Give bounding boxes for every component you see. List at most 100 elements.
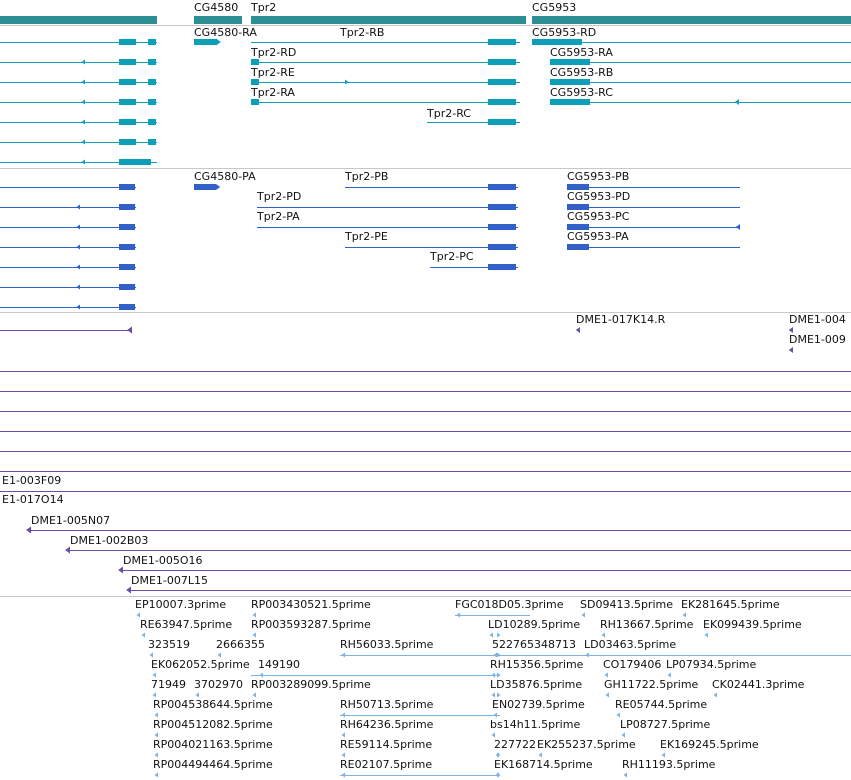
est-arrow[interactable]: [682, 612, 687, 618]
est-arrow[interactable]: [704, 632, 709, 638]
protein-label[interactable]: CG4580-PA: [194, 170, 256, 183]
exon-block[interactable]: [550, 59, 590, 65]
clone-label[interactable]: DME1-005O16: [123, 554, 203, 567]
est-label[interactable]: 323519: [148, 638, 190, 651]
est-arrow[interactable]: [252, 632, 257, 638]
est-arrow[interactable]: [217, 652, 222, 658]
exon-block[interactable]: [148, 79, 156, 85]
strand-arrow[interactable]: [81, 119, 86, 125]
protein-label[interactable]: Tpr2-PA: [257, 210, 300, 223]
protein-label[interactable]: CG5953-PA: [567, 230, 629, 243]
exon-block[interactable]: [251, 99, 259, 105]
est-arrow[interactable]: [581, 612, 586, 618]
cds-block[interactable]: [119, 204, 135, 210]
clone-label[interactable]: DME1-017K14.R: [576, 313, 666, 326]
track-separator[interactable]: [0, 168, 851, 169]
est-label[interactable]: SD09413.5prime: [580, 598, 673, 611]
est-label[interactable]: EK281645.5prime: [681, 598, 780, 611]
est-label[interactable]: 522765348713: [492, 638, 576, 651]
est-arrow[interactable]: [154, 712, 159, 718]
exon-block[interactable]: [148, 99, 156, 105]
est-label[interactable]: RP004512082.5prime: [153, 718, 273, 731]
protein-label[interactable]: Tpr2-PE: [345, 230, 388, 243]
gene-label[interactable]: CG5953: [532, 1, 577, 14]
exon-block[interactable]: [148, 119, 156, 125]
cds-block[interactable]: [567, 244, 589, 250]
est-arrow[interactable]: [341, 752, 346, 758]
est-label[interactable]: RP004494464.5prime: [153, 758, 273, 771]
est-arrow[interactable]: [497, 632, 501, 638]
gene-bar[interactable]: [0, 16, 157, 24]
est-arrow[interactable]: [623, 772, 628, 778]
est-label[interactable]: GH11722.5prime: [604, 678, 699, 691]
transcript-label[interactable]: Tpr2-RD: [251, 46, 297, 59]
exon-block[interactable]: [194, 39, 216, 45]
protein-label[interactable]: Tpr2-PC: [430, 250, 474, 263]
est-arrow[interactable]: [252, 692, 257, 698]
clone-label[interactable]: DME1-007L15: [131, 574, 208, 587]
cds-block[interactable]: [119, 284, 135, 290]
est-arrow[interactable]: [667, 672, 672, 678]
cds-block[interactable]: [488, 184, 516, 190]
clone-label[interactable]: DME1-002B03: [70, 534, 149, 547]
est-arrow[interactable]: [621, 732, 626, 738]
est-label[interactable]: RP003289099.5prime: [251, 678, 371, 691]
est-label[interactable]: RE63947.5prime: [140, 618, 233, 631]
est-label[interactable]: RP004021163.5prime: [153, 738, 273, 751]
track-separator[interactable]: [0, 596, 851, 597]
est-label[interactable]: RP004538644.5prime: [153, 698, 273, 711]
est-label[interactable]: 71949: [151, 678, 186, 691]
est-label[interactable]: 2666355: [216, 638, 265, 651]
protein-label[interactable]: Tpr2-PB: [345, 170, 389, 183]
est-label[interactable]: RH64236.5prime: [340, 718, 434, 731]
est-label[interactable]: bs14h11.5prime: [490, 718, 581, 731]
gene-bar-cg5953[interactable]: [532, 16, 851, 24]
exon-block[interactable]: [119, 119, 136, 125]
est-arrow[interactable]: [489, 632, 494, 638]
cds-block[interactable]: [488, 244, 516, 250]
strand-arrow[interactable]: [76, 304, 81, 310]
est-arrow[interactable]: [497, 672, 501, 678]
cds-block[interactable]: [194, 184, 216, 190]
est-label[interactable]: RH13667.5prime: [600, 618, 694, 631]
protein-label[interactable]: CG5953-PC: [567, 210, 630, 223]
clone-label[interactable]: E1-003F09: [2, 474, 62, 487]
exon-block[interactable]: [119, 139, 136, 145]
est-label[interactable]: EK169245.5prime: [660, 738, 759, 751]
exon-block[interactable]: [119, 39, 136, 45]
strand-arrow[interactable]: [735, 224, 740, 230]
strand-arrow[interactable]: [216, 184, 221, 190]
track-separator[interactable]: [0, 312, 851, 313]
exon-block[interactable]: [550, 79, 590, 85]
strand-arrow[interactable]: [345, 79, 349, 85]
transcript-label[interactable]: Tpr2-RB: [340, 26, 385, 39]
cds-block[interactable]: [119, 304, 135, 310]
exon-block[interactable]: [148, 139, 156, 145]
strand-arrow[interactable]: [81, 79, 86, 85]
est-label[interactable]: EK255237.5prime: [537, 738, 636, 751]
strand-arrow[interactable]: [76, 204, 81, 210]
strand-arrow[interactable]: [81, 139, 86, 145]
est-label[interactable]: LD35876.5prime: [490, 678, 583, 691]
est-label[interactable]: RH11193.5prime: [622, 758, 716, 771]
cds-block[interactable]: [488, 264, 516, 270]
est-arrow[interactable]: [497, 752, 501, 758]
track-separator[interactable]: [0, 25, 851, 26]
strand-arrow[interactable]: [76, 224, 81, 230]
est-arrow[interactable]: [538, 752, 543, 758]
clone-arrow[interactable]: [65, 546, 70, 554]
est-arrow[interactable]: [252, 612, 257, 618]
est-arrow[interactable]: [141, 632, 146, 638]
est-label[interactable]: LD03463.5prime: [584, 638, 677, 651]
transcript-label[interactable]: CG4580-RA: [194, 26, 257, 39]
est-label[interactable]: 3702970: [194, 678, 243, 691]
transcript-label[interactable]: Tpr2-RC: [427, 107, 471, 120]
strand-arrow[interactable]: [81, 99, 86, 105]
exon-block[interactable]: [119, 79, 136, 85]
est-label[interactable]: EP10007.3prime: [135, 598, 227, 611]
exon-block[interactable]: [488, 59, 516, 65]
strand-arrow[interactable]: [81, 59, 86, 65]
gene-bar-cg4580[interactable]: [194, 16, 242, 24]
exon-block[interactable]: [532, 39, 582, 45]
strand-arrow[interactable]: [216, 38, 221, 46]
